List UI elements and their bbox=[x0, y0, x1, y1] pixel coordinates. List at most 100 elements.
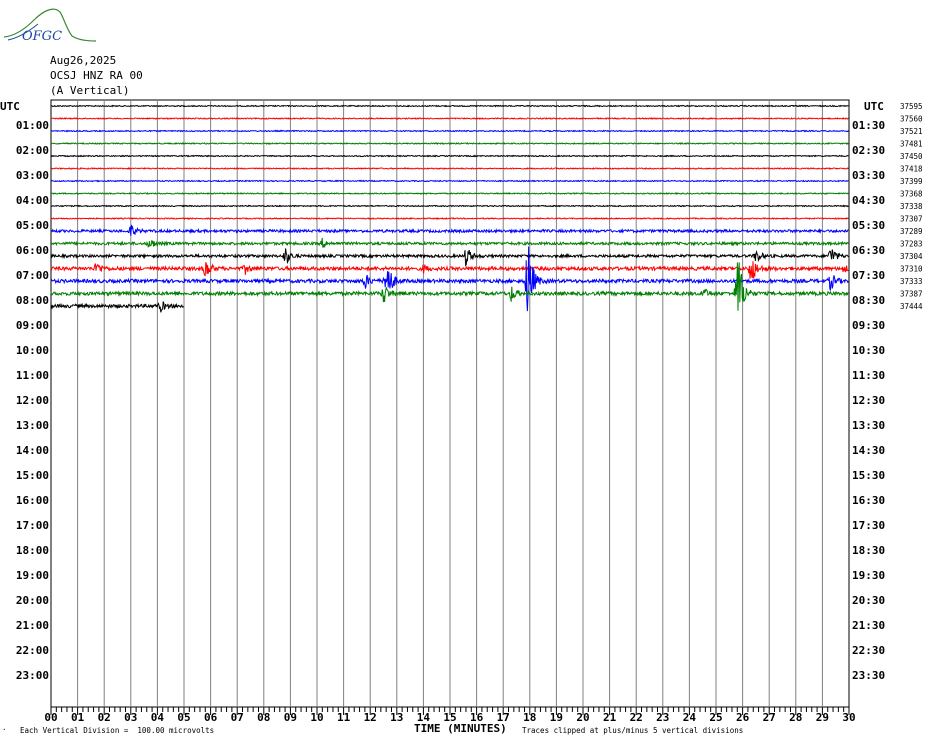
right-hour-label: 05:30 bbox=[852, 219, 885, 232]
left-hour-label: 09:00 bbox=[16, 319, 49, 332]
left-hour-label: 16:00 bbox=[16, 494, 49, 507]
clip-note: Traces clipped at plus/minus 5 vertical … bbox=[522, 726, 744, 735]
right-hour-label: 13:30 bbox=[852, 419, 885, 432]
trace-value-label: 37450 bbox=[900, 152, 923, 161]
left-hour-label: 22:00 bbox=[16, 644, 49, 657]
seismic-trace bbox=[50, 248, 849, 267]
seismic-trace bbox=[50, 301, 185, 313]
x-tick-label: 12 bbox=[364, 711, 377, 724]
right-hour-label: 15:30 bbox=[852, 469, 885, 482]
x-tick-label: 07 bbox=[231, 711, 244, 724]
x-tick-label: 22 bbox=[630, 711, 643, 724]
trace-value-label: 37521 bbox=[900, 127, 923, 136]
x-tick-label: 16 bbox=[470, 711, 484, 724]
time-grid bbox=[50, 99, 850, 708]
right-hour-label: 08:30 bbox=[852, 294, 885, 307]
component-label: (A Vertical) bbox=[50, 84, 130, 97]
left-hour-label: 13:00 bbox=[16, 419, 49, 432]
x-tick-label: 09 bbox=[284, 711, 297, 724]
station-label: OCSJ HNZ RA 00 bbox=[50, 69, 143, 82]
trace-value-label: 37560 bbox=[900, 115, 923, 124]
seismic-trace bbox=[50, 179, 849, 183]
right-hour-label: 09:30 bbox=[852, 319, 885, 332]
ofgc-logo: OFGC bbox=[3, 8, 97, 44]
right-hour-label: 02:30 bbox=[852, 144, 885, 157]
trace-value-label: 37399 bbox=[900, 177, 923, 186]
left-hour-label: 10:00 bbox=[16, 344, 49, 357]
left-hour-label: 05:00 bbox=[16, 219, 49, 232]
left-hour-label: 03:00 bbox=[16, 169, 49, 182]
seismic-trace bbox=[50, 154, 849, 158]
x-tick-label: 10 bbox=[310, 711, 323, 724]
left-hour-label: 17:00 bbox=[16, 519, 49, 532]
logo-text: OFGC bbox=[22, 29, 62, 44]
right-hour-label: 23:30 bbox=[852, 669, 885, 682]
seismic-trace bbox=[50, 204, 849, 208]
seismic-trace bbox=[50, 104, 849, 108]
x-tick-label: 29 bbox=[816, 711, 829, 724]
left-hour-label: 21:00 bbox=[16, 619, 49, 632]
seismic-trace bbox=[50, 142, 849, 145]
trace-value-label: 37283 bbox=[900, 240, 923, 249]
left-hour-label: 14:00 bbox=[16, 444, 49, 457]
seismic-trace bbox=[50, 129, 849, 133]
right-hour-label: 06:30 bbox=[852, 244, 885, 257]
right-hour-label: 12:30 bbox=[852, 394, 885, 407]
right-hour-label: 10:30 bbox=[852, 344, 885, 357]
left-hour-label: 11:00 bbox=[16, 369, 49, 382]
trace-value-label: 37338 bbox=[900, 202, 923, 211]
left-hour-label: 12:00 bbox=[16, 394, 49, 407]
x-tick-label: 25 bbox=[709, 711, 722, 724]
trace-value-label: 37387 bbox=[900, 290, 923, 299]
x-tick-label: 30 bbox=[842, 711, 855, 724]
left-hour-label: 15:00 bbox=[16, 469, 49, 482]
x-tick-label: 28 bbox=[789, 711, 802, 724]
left-hour-label: 01:00 bbox=[16, 119, 49, 132]
left-utc-label: UTC bbox=[0, 100, 20, 113]
left-hour-label: 02:00 bbox=[16, 144, 49, 157]
seismic-trace bbox=[51, 192, 849, 195]
seismic-trace bbox=[50, 262, 849, 311]
x-tick-label: 08 bbox=[257, 711, 270, 724]
seismic-trace bbox=[50, 117, 849, 120]
date-label: Aug26,2025 bbox=[50, 54, 117, 67]
axes: 00 01 02 03 04 05 06 07 08 09 10 11 12 13 14 15 16 17 18 19… bbox=[0, 100, 923, 724]
x-tick-label: 13 bbox=[390, 711, 403, 724]
left-hour-label: 23:00 bbox=[16, 669, 49, 682]
right-hour-label: 07:30 bbox=[852, 269, 885, 282]
x-tick-label: 18 bbox=[523, 711, 536, 724]
right-hour-label: 21:30 bbox=[852, 619, 885, 632]
seismic-trace bbox=[50, 237, 849, 248]
seismic-trace bbox=[50, 217, 849, 220]
scale-note: Each Vertical Division = 100.00 microvol… bbox=[20, 726, 215, 735]
left-hour-label: 06:00 bbox=[16, 244, 49, 257]
right-hour-label: 17:30 bbox=[852, 519, 885, 532]
left-hour-label: 18:00 bbox=[16, 544, 49, 557]
right-hour-label: 16:30 bbox=[852, 494, 885, 507]
x-tick-label: 27 bbox=[763, 711, 776, 724]
x-tick-label: 20 bbox=[576, 711, 589, 724]
trace-value-label: 37481 bbox=[900, 140, 923, 149]
trace-value-label: 37304 bbox=[900, 252, 923, 261]
x-axis-title: TIME (MINUTES) bbox=[414, 722, 507, 735]
x-tick-label: 00 bbox=[44, 711, 57, 724]
seismic-trace bbox=[50, 167, 849, 170]
seismic-trace bbox=[50, 261, 849, 279]
x-tick-label: 02 bbox=[98, 711, 111, 724]
left-hour-label: 07:00 bbox=[16, 269, 49, 282]
trace-value-label: 37333 bbox=[900, 277, 923, 286]
left-hour-label: 20:00 bbox=[16, 594, 49, 607]
x-tick-label: 03 bbox=[124, 711, 137, 724]
seismic-trace bbox=[50, 224, 849, 236]
x-tick-label: 05 bbox=[177, 711, 190, 724]
x-tick-label: 04 bbox=[151, 711, 165, 724]
right-hour-label: 04:30 bbox=[852, 194, 885, 207]
right-hour-label: 20:30 bbox=[852, 594, 885, 607]
small-mark: · bbox=[2, 725, 7, 734]
right-hour-label: 14:30 bbox=[852, 444, 885, 457]
right-utc-label: UTC bbox=[864, 100, 884, 113]
x-tick-label: 17 bbox=[497, 711, 510, 724]
x-tick-label: 23 bbox=[656, 711, 669, 724]
trace-value-label: 37310 bbox=[900, 265, 923, 274]
